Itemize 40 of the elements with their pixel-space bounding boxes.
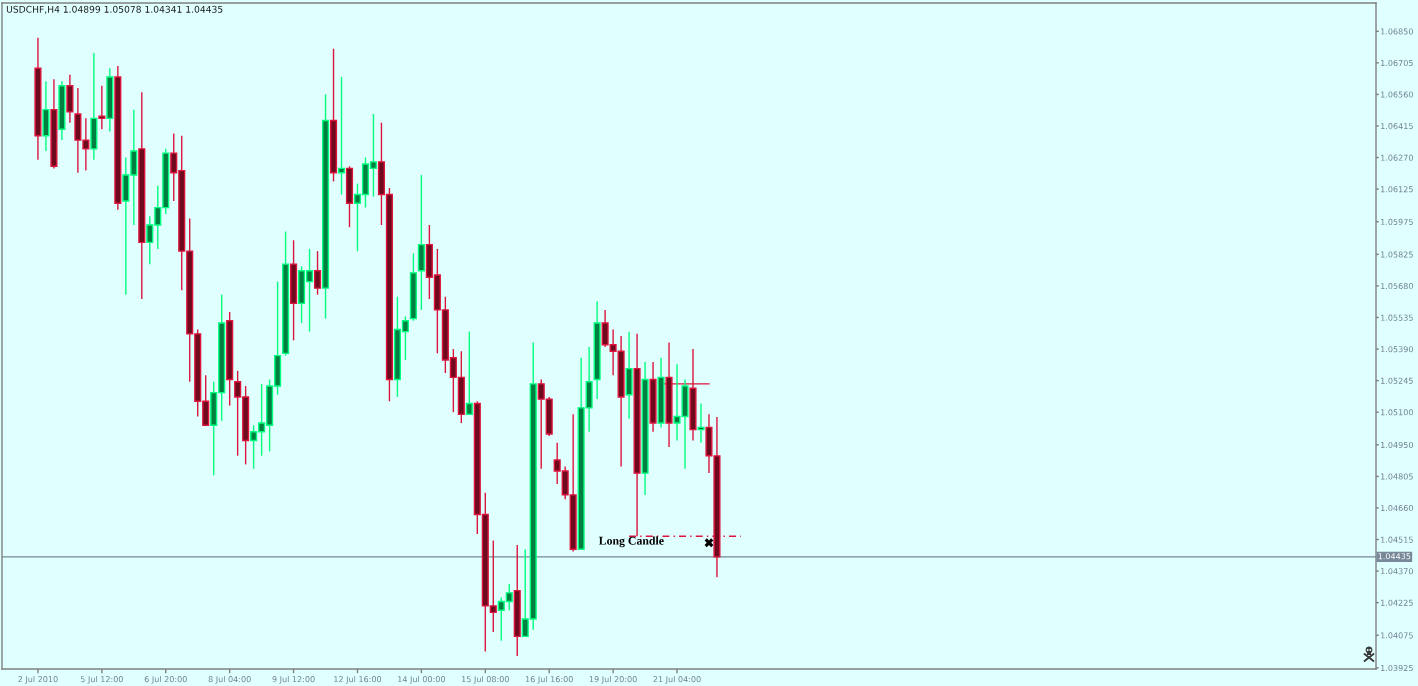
y-tick-label: 1.05100: [1381, 409, 1413, 416]
y-tick-label: 1.05975: [1381, 218, 1413, 225]
y-tick-label: 1.04805: [1381, 473, 1413, 480]
y-tick-label: 1.04515: [1381, 536, 1413, 543]
candlestick: [697, 402, 705, 444]
candlestick: [313, 250, 322, 296]
chart-title: USDCHF,H4 1.04899 1.05078 1.04341 1.04435: [6, 5, 223, 14]
x-tick-label: 15 Jul 08:00: [462, 675, 509, 684]
y-tick-label: 1.06850: [1381, 28, 1413, 35]
y-tick-label: 1.06270: [1381, 154, 1413, 161]
y-tick-label: 1.05245: [1381, 377, 1413, 384]
x-tick-label: 16 Jul 16:00: [525, 675, 573, 684]
x-tick-label: 5 Jul 12:00: [80, 675, 123, 684]
candlestick: [98, 85, 106, 130]
y-tick-label: 1.04225: [1381, 599, 1413, 606]
y-tick-label: 1.06415: [1381, 123, 1413, 130]
y-tick-label: 1.05535: [1381, 314, 1413, 321]
y-tick-label: 1.05825: [1381, 251, 1413, 258]
y-tick-label: 1.06560: [1381, 91, 1413, 98]
x-tick-label: 2 Jul 2010: [18, 675, 58, 684]
candlestick: [337, 76, 346, 196]
x-tick-label: 19 Jul 20:00: [589, 675, 637, 684]
annotation: Long Candle: [598, 536, 664, 548]
y-tick-label: 1.03925: [1381, 664, 1413, 672]
ref-line-label: 1.04435: [1378, 553, 1411, 560]
x-tick-label: 8 Jul 04:00: [208, 675, 251, 684]
y-tick-label: 1.06125: [1381, 186, 1413, 193]
x-tick-label: 6 Jul 20:00: [144, 675, 187, 684]
x-tick-label: 14 Jul 00:00: [398, 675, 446, 684]
y-tick-label: 1.06705: [1381, 59, 1413, 67]
y-tick-label: 1.04370: [1381, 568, 1413, 575]
x-tick-label: 9 Jul 12:00: [272, 675, 315, 684]
x-tick-label: 12 Jul 16:00: [334, 675, 382, 684]
y-tick-label: 1.04660: [1381, 505, 1413, 512]
y-tick-label: 1.05390: [1381, 346, 1413, 353]
y-tick-label: 1.04075: [1381, 632, 1413, 639]
candlestick: [465, 330, 473, 416]
y-tick-label: 1.05680: [1381, 283, 1413, 290]
x-tick-label: 21 Jul 04:00: [653, 675, 701, 684]
y-tick-label: 1.04950: [1381, 441, 1413, 448]
